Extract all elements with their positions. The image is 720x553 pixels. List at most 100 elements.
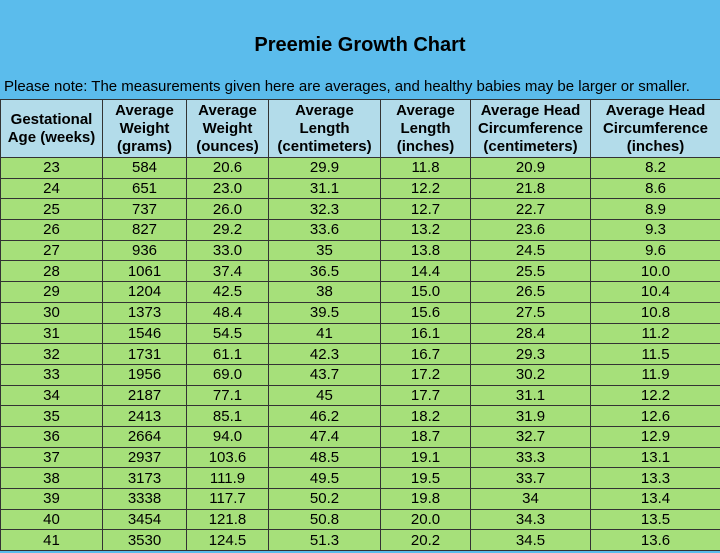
- table-cell: 2937: [102, 446, 187, 469]
- table-cell: 25: [0, 198, 103, 221]
- table-row: 32 1731 61.1 42.3 16.7 29.3 11.5: [0, 343, 720, 365]
- table-cell: 35: [268, 239, 381, 262]
- table-cell: 31.1: [470, 384, 591, 407]
- table-cell: 2413: [102, 405, 187, 427]
- table-row: 27 936 33.0 35 13.8 24.5 9.6: [0, 239, 720, 262]
- table-row: 37 2937 103.6 48.5 19.1 33.3 13.1: [0, 446, 720, 469]
- table-cell: 36.5: [268, 260, 381, 283]
- table-cell: 20.2: [380, 529, 471, 552]
- table-cell: 9.3: [590, 219, 720, 241]
- table-row: 25 737 26.0 32.3 12.7 22.7 8.9: [0, 198, 720, 221]
- table-cell: 42.3: [268, 343, 381, 365]
- table-row: 39 3338 117.7 50.2 19.8 34 13.4: [0, 488, 720, 510]
- table-row: 34 2187 77.1 45 17.7 31.1 12.2: [0, 384, 720, 407]
- table-cell: 1956: [102, 363, 187, 386]
- table-row: 31 1546 54.5 41 16.1 28.4 11.2: [0, 322, 720, 345]
- table-cell: 54.5: [186, 322, 269, 345]
- table-cell: 737: [102, 198, 187, 221]
- table-cell: 26: [0, 219, 103, 241]
- table-cell: 20.9: [470, 157, 591, 179]
- table-cell: 3338: [102, 488, 187, 510]
- table-cell: 16.7: [380, 343, 471, 365]
- table-cell: 32: [0, 343, 103, 365]
- table-cell: 45: [268, 384, 381, 407]
- table-cell: 13.2: [380, 219, 471, 241]
- table-cell: 13.4: [590, 488, 720, 510]
- title: Preemie Growth Chart: [254, 34, 466, 56]
- column-header: Average Weight (ounces): [186, 99, 269, 158]
- table-cell: 13.6: [590, 529, 720, 552]
- table-cell: 111.9: [186, 467, 269, 489]
- table-cell: 35: [0, 405, 103, 427]
- table-cell: 27: [0, 239, 103, 262]
- table-cell: 34.3: [470, 508, 591, 531]
- table-row: 23 584 20.6 29.9 11.8 20.9 8.2: [0, 157, 720, 179]
- table-cell: 10.4: [590, 281, 720, 303]
- table-cell: 8.9: [590, 198, 720, 221]
- table-cell: 9.6: [590, 239, 720, 262]
- table-cell: 94.0: [186, 425, 269, 448]
- table-cell: 29.9: [268, 157, 381, 179]
- table-cell: 15.0: [380, 281, 471, 303]
- table-cell: 50.2: [268, 488, 381, 510]
- table-cell: 2187: [102, 384, 187, 407]
- table-cell: 29.2: [186, 219, 269, 241]
- column-header: Gestational Age (weeks): [0, 99, 103, 158]
- table-cell: 51.3: [268, 529, 381, 552]
- table-cell: 46.2: [268, 405, 381, 427]
- column-header: Average Weight (grams): [102, 99, 187, 158]
- table-cell: 50.8: [268, 508, 381, 531]
- table-cell: 37.4: [186, 260, 269, 283]
- table-cell: 16.1: [380, 322, 471, 345]
- table-cell: 10.8: [590, 301, 720, 324]
- table-cell: 936: [102, 239, 187, 262]
- table-cell: 27.5: [470, 301, 591, 324]
- table-cell: 1061: [102, 260, 187, 283]
- table-cell: 11.9: [590, 363, 720, 386]
- table-cell: 43.7: [268, 363, 381, 386]
- table-cell: 38: [0, 467, 103, 489]
- table-cell: 21.8: [470, 177, 591, 200]
- table-cell: 69.0: [186, 363, 269, 386]
- table-cell: 23: [0, 157, 103, 179]
- table-cell: 26.0: [186, 198, 269, 221]
- table-cell: 12.2: [590, 384, 720, 407]
- table-cell: 12.2: [380, 177, 471, 200]
- table-cell: 42.5: [186, 281, 269, 303]
- growth-table: Gestational Age (weeks) Average Weight (g…: [0, 99, 720, 552]
- table-cell: 18.2: [380, 405, 471, 427]
- table-cell: 48.5: [268, 446, 381, 469]
- table-cell: 34: [470, 488, 591, 510]
- table-cell: 40: [0, 508, 103, 531]
- table-cell: 29.3: [470, 343, 591, 365]
- table-cell: 33.3: [470, 446, 591, 469]
- table-cell: 31.9: [470, 405, 591, 427]
- table-cell: 11.8: [380, 157, 471, 179]
- table-cell: 124.5: [186, 529, 269, 552]
- table-cell: 30.2: [470, 363, 591, 386]
- table-cell: 19.8: [380, 488, 471, 510]
- table-cell: 23.0: [186, 177, 269, 200]
- table-cell: 77.1: [186, 384, 269, 407]
- table-cell: 10.0: [590, 260, 720, 283]
- table-row: 41 3530 124.5 51.3 20.2 34.5 13.6: [0, 529, 720, 552]
- table-row: 40 3454 121.8 50.8 20.0 34.3 13.5: [0, 508, 720, 531]
- table-cell: 651: [102, 177, 187, 200]
- table-cell: 17.7: [380, 384, 471, 407]
- table-cell: 13.1: [590, 446, 720, 469]
- table-cell: 41: [268, 322, 381, 345]
- table-cell: 11.2: [590, 322, 720, 345]
- table-cell: 13.3: [590, 467, 720, 489]
- table-cell: 13.5: [590, 508, 720, 531]
- table-cell: 11.5: [590, 343, 720, 365]
- table-cell: 85.1: [186, 405, 269, 427]
- table-row: 36 2664 94.0 47.4 18.7 32.7 12.9: [0, 425, 720, 448]
- table-cell: 34: [0, 384, 103, 407]
- table-cell: 25.5: [470, 260, 591, 283]
- table-cell: 28: [0, 260, 103, 283]
- table-cell: 20.6: [186, 157, 269, 179]
- table-row: 33 1956 69.0 43.7 17.2 30.2 11.9: [0, 363, 720, 386]
- column-header: Average Length (inches): [380, 99, 471, 158]
- table-cell: 15.6: [380, 301, 471, 324]
- table-cell: 33: [0, 363, 103, 386]
